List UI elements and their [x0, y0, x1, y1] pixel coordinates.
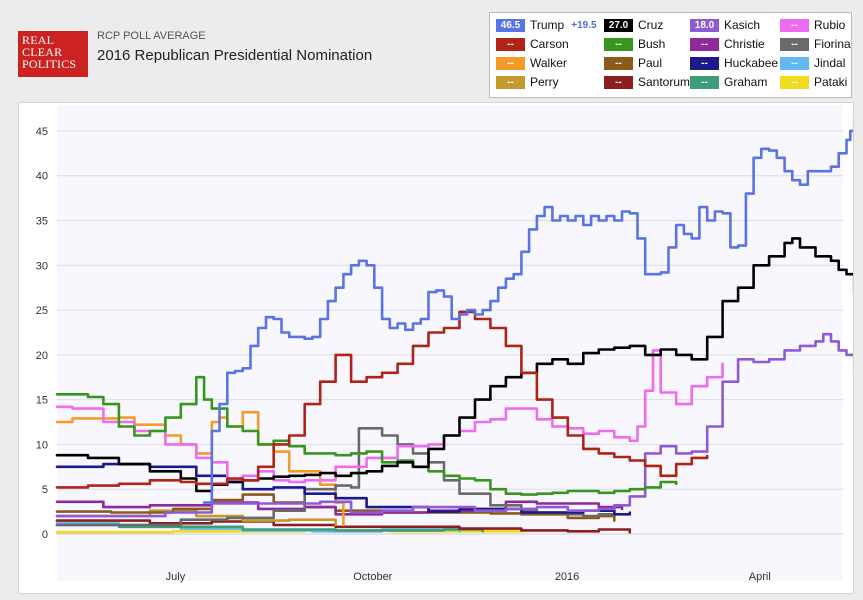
- legend-value: --: [496, 57, 525, 70]
- legend-label: Rubio: [814, 18, 846, 32]
- y-tick-label: 45: [36, 126, 48, 138]
- rcp-logo: REAL CLEAR POLITICS: [18, 31, 88, 77]
- legend-label: Fiorina: [814, 37, 851, 51]
- y-tick-label: 40: [36, 171, 48, 183]
- legend-label: Jindal: [814, 56, 846, 70]
- x-tick-label: July: [166, 571, 186, 583]
- legend-label: Kasich: [724, 18, 761, 32]
- legend-label: Pataki: [814, 75, 848, 89]
- legend-label: Paul: [638, 56, 663, 70]
- legend-item-trump[interactable]: 46.5 Trump +19.5: [496, 19, 597, 33]
- legend-item-walker[interactable]: -- Walker: [496, 57, 567, 71]
- legend-value: --: [780, 57, 809, 70]
- poll-average-label: RCP POLL AVERAGE: [97, 30, 206, 42]
- legend-item-christie[interactable]: -- Christie: [690, 38, 765, 52]
- legend-item-bush[interactable]: -- Bush: [604, 38, 665, 52]
- legend-item-jindal[interactable]: -- Jindal: [780, 57, 845, 71]
- legend-value: --: [604, 76, 633, 89]
- legend-item-fiorina[interactable]: -- Fiorina: [780, 38, 851, 52]
- legend-value: 27.0: [604, 19, 633, 32]
- legend-spread: +19.5: [571, 20, 597, 31]
- y-tick-label: 20: [36, 350, 48, 362]
- plot-background: [57, 105, 843, 581]
- legend-value: --: [604, 57, 633, 70]
- legend-value: --: [690, 38, 719, 51]
- legend-value: --: [690, 57, 719, 70]
- logo-line-2: CLEAR: [22, 45, 63, 59]
- legend-label: Santorum: [638, 75, 691, 89]
- legend-item-kasich[interactable]: 18.0 Kasich: [690, 19, 760, 33]
- series-line-carson: [55, 310, 709, 489]
- legend-label: Cruz: [638, 18, 664, 32]
- legend-value: --: [780, 19, 809, 32]
- plot-area: 0 5 10 15 20 25 30 35 40 45 July October 2016 April: [18, 102, 854, 594]
- series-line-bush: [55, 375, 678, 496]
- legend-item-pataki[interactable]: -- Pataki: [780, 76, 847, 90]
- legend-label: Perry: [530, 75, 559, 89]
- line-chart: 0 5 10 15 20 25 30 35 40 45 July October 2016 April: [36, 105, 853, 583]
- chart-title: 2016 Republican Presidential Nomination: [97, 47, 373, 64]
- legend-item-carson[interactable]: -- Carson: [496, 38, 569, 52]
- y-tick-label: 5: [42, 484, 48, 496]
- x-tick-label: October: [353, 571, 392, 583]
- series-line-christie: [55, 500, 624, 516]
- series-line-kasich: [55, 332, 853, 518]
- y-tick-label: 0: [42, 529, 48, 541]
- legend-value: 46.5: [496, 19, 525, 32]
- legend-value: --: [780, 76, 809, 89]
- legend-value: 18.0: [690, 19, 719, 32]
- legend-item-cruz[interactable]: 27.0 Cruz: [604, 19, 663, 33]
- series-line-trump: [202, 117, 853, 504]
- legend-item-santorum[interactable]: -- Santorum: [604, 76, 690, 90]
- legend-value: --: [690, 76, 719, 89]
- legend-label: Walker: [530, 56, 567, 70]
- legend-label: Bush: [638, 37, 666, 51]
- legend-item-rubio[interactable]: -- Rubio: [780, 19, 845, 33]
- y-tick-label: 25: [36, 305, 48, 317]
- legend-value: --: [780, 38, 809, 51]
- legend-label: Huckabee: [724, 56, 779, 70]
- y-tick-label: 30: [36, 260, 48, 272]
- legend-item-paul[interactable]: -- Paul: [604, 57, 662, 71]
- legend-value: --: [604, 38, 633, 51]
- legend-value: --: [496, 38, 525, 51]
- series-line-santorum: [55, 519, 632, 534]
- legend-label: Carson: [530, 37, 569, 51]
- logo-line-3: POLITICS: [22, 57, 77, 71]
- series-line-rubio: [55, 349, 724, 484]
- y-tick-label: 15: [36, 395, 48, 407]
- y-tick-label: 35: [36, 215, 48, 227]
- x-tick-label: 2016: [555, 571, 579, 583]
- logo-line-1: REAL: [22, 33, 55, 47]
- legend-label: Graham: [724, 75, 768, 89]
- legend-item-graham[interactable]: -- Graham: [690, 76, 767, 90]
- legend-item-perry[interactable]: -- Perry: [496, 76, 559, 90]
- legend-item-huckabee[interactable]: -- Huckabee: [690, 57, 778, 71]
- legend: 46.5 Trump +19.5 27.0 Cruz 18.0 Kasich -- Rubio -…: [489, 12, 852, 98]
- legend-label: Trump: [530, 18, 565, 32]
- legend-value: --: [496, 76, 525, 89]
- y-tick-label: 10: [36, 439, 48, 451]
- x-tick-label: April: [749, 571, 771, 583]
- series-line-graham: [55, 523, 484, 533]
- legend-label: Christie: [724, 37, 765, 51]
